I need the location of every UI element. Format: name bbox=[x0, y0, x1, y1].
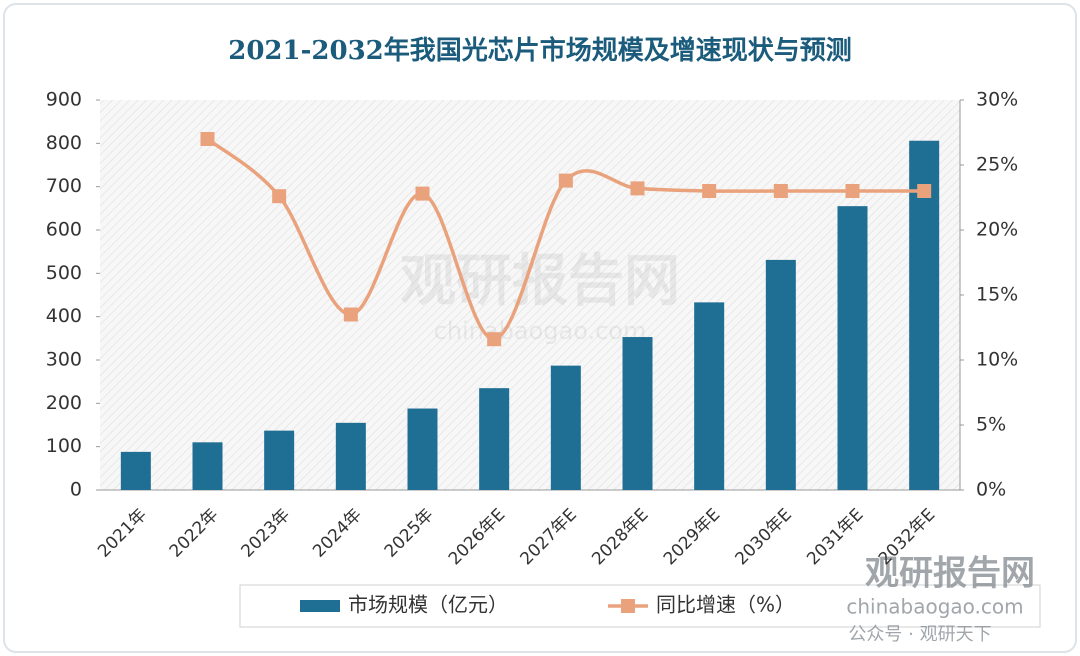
y-tick-label: 0 bbox=[70, 479, 82, 501]
y-tick-label: 900 bbox=[46, 89, 82, 111]
legend-label: 同比增速（%） bbox=[656, 593, 795, 617]
y2-tick-label: 10% bbox=[976, 349, 1018, 371]
line-marker bbox=[415, 186, 430, 201]
y2-tick-label: 0% bbox=[976, 479, 1006, 501]
y-tick-label: 500 bbox=[46, 262, 82, 284]
legend-label: 市场规模（亿元） bbox=[348, 593, 508, 617]
legend-swatch bbox=[300, 600, 340, 612]
watermark: chinabaogao.com bbox=[434, 317, 647, 345]
line-marker bbox=[630, 181, 645, 196]
line-marker bbox=[272, 189, 287, 204]
y-tick-label: 100 bbox=[46, 435, 82, 457]
watermark: chinabaogao.com bbox=[846, 595, 1023, 619]
line-marker bbox=[702, 184, 717, 198]
y-tick-label: 600 bbox=[46, 219, 82, 241]
y2-tick-label: 15% bbox=[976, 284, 1018, 306]
watermark: 观研报告网 bbox=[400, 249, 680, 314]
bar bbox=[192, 442, 223, 490]
line-marker bbox=[343, 307, 358, 322]
line-marker bbox=[487, 332, 502, 347]
line-marker bbox=[200, 132, 215, 146]
line-marker bbox=[845, 184, 860, 198]
legend-swatch bbox=[621, 599, 635, 613]
bar bbox=[909, 140, 940, 490]
bar bbox=[407, 408, 438, 490]
y2-tick-label: 25% bbox=[976, 154, 1018, 176]
bar bbox=[479, 388, 510, 490]
bar bbox=[335, 422, 366, 490]
line-marker bbox=[558, 173, 573, 188]
y2-tick-label: 30% bbox=[976, 89, 1018, 111]
watermark: 公众号 · 观研天下 bbox=[848, 624, 991, 645]
legend-box bbox=[239, 584, 1041, 628]
y-tick-label: 300 bbox=[46, 349, 82, 371]
watermark: 观研报告网 bbox=[865, 554, 1035, 594]
bar bbox=[837, 206, 868, 490]
line-marker bbox=[917, 184, 932, 198]
y-tick-label: 200 bbox=[46, 392, 82, 414]
bar bbox=[264, 430, 295, 490]
y-tick-label: 800 bbox=[46, 132, 82, 154]
y-tick-label: 700 bbox=[46, 175, 82, 197]
y-tick-label: 400 bbox=[46, 305, 82, 327]
chart-title: 2021-2032年我国光芯片市场规模及增速现状与预测 bbox=[228, 35, 852, 66]
y2-tick-label: 20% bbox=[976, 219, 1018, 241]
line-marker bbox=[773, 184, 788, 198]
y2-tick-label: 5% bbox=[976, 414, 1006, 436]
bar bbox=[550, 365, 581, 490]
bar bbox=[120, 451, 151, 490]
bar bbox=[694, 302, 725, 490]
bar bbox=[765, 259, 796, 490]
bar bbox=[622, 337, 653, 490]
